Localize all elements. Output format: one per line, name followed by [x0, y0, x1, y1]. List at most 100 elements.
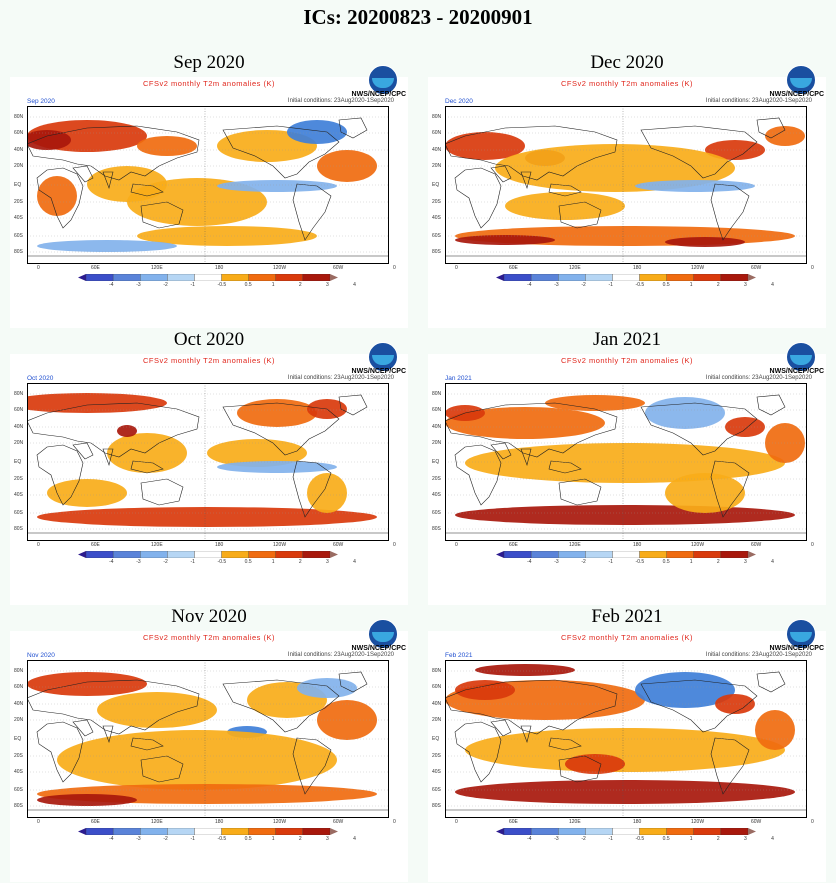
anomaly-region: [237, 399, 317, 427]
colorbar-segment: [558, 551, 586, 558]
map-title: CFSv2 monthly T2m anomalies (K): [142, 356, 276, 365]
coastline: [292, 460, 332, 518]
colorbar-tick: 2: [716, 836, 720, 842]
colorbar-low-arrow: [496, 551, 504, 558]
lon-label: 120W: [691, 542, 705, 548]
colorbar-segment: [666, 274, 694, 281]
lon-label: 60W: [333, 265, 344, 271]
lon-label: 60E: [91, 265, 100, 271]
lat-label: 40S: [432, 769, 441, 775]
colorbar-segment: [248, 828, 276, 835]
lat-label: 60N: [14, 130, 24, 136]
colorbar-segment: [85, 274, 114, 281]
lat-label: 20S: [432, 199, 441, 205]
anomaly-region: [455, 680, 515, 700]
colorbar-tick: 3: [326, 559, 329, 565]
lat-label: 20S: [14, 753, 23, 759]
coastline: [445, 679, 618, 735]
lon-label: 0: [811, 542, 814, 548]
lon-label: 60E: [509, 265, 518, 271]
lat-label: 60S: [14, 787, 23, 793]
colorbar-tick: -3: [136, 282, 141, 288]
colorbar-tick: 4: [771, 559, 774, 565]
lon-label: 60W: [751, 542, 762, 548]
noaa-logo-icon: [786, 65, 816, 95]
anomaly-map: [27, 106, 389, 264]
anomaly-region: [117, 425, 137, 437]
forecast-cell-oct: Oct 2020 CFSv2 monthly T2m anomalies (K) N…: [0, 329, 418, 606]
colorbar-segment: [140, 828, 168, 835]
coastline: [27, 255, 389, 264]
lat-label: 60N: [14, 684, 24, 690]
colorbar: [496, 274, 756, 281]
coastline: [130, 183, 164, 197]
colorbar-tick: -2: [163, 282, 168, 288]
panel-heading: Feb 2021: [591, 606, 663, 627]
panel-heading: Sep 2020: [173, 52, 245, 73]
month-tag: Dec 2020: [445, 98, 473, 105]
lat-label: 20S: [432, 476, 441, 482]
colorbar-high-arrow: [748, 828, 756, 835]
lon-labels: 0 60E 120E 180 120W 60W 0: [27, 819, 396, 827]
lon-label: 0: [811, 265, 814, 271]
colorbar-tick: 4: [771, 282, 774, 288]
coastline: [130, 460, 164, 474]
month-tag: Feb 2021: [445, 652, 473, 659]
lon-label: 0: [393, 819, 396, 825]
coastline: [140, 755, 184, 783]
lon-label: 120E: [151, 265, 163, 271]
colorbar-segment: [639, 551, 667, 558]
coastline: [640, 679, 758, 733]
coastline: [445, 255, 807, 264]
initial-conditions: Initial conditions: 23Aug2020-1Sep2020: [287, 652, 394, 658]
initial-conditions: Initial conditions: 23Aug2020-1Sep2020: [705, 375, 812, 381]
anomaly-region: [307, 473, 347, 513]
anomaly-region: [445, 132, 525, 160]
anomaly-region: [635, 180, 755, 192]
colorbar-tick: 3: [744, 836, 747, 842]
map-title: CFSv2 monthly T2m anomalies (K): [560, 633, 694, 642]
lat-label: 40N: [432, 701, 442, 707]
initial-conditions: Initial conditions: 23Aug2020-1Sep2020: [705, 98, 812, 104]
colorbar-low-arrow: [496, 828, 504, 835]
colorbar-segment: [302, 828, 331, 835]
colorbar-tick: -2: [163, 836, 168, 842]
initial-conditions: Initial conditions: 23Aug2020-1Sep2020: [287, 98, 394, 104]
colorbar-segment: [530, 828, 559, 835]
month-tag: Sep 2020: [27, 98, 55, 105]
anomaly-region: [455, 235, 555, 245]
anomaly-region: [317, 150, 377, 182]
coastline: [338, 671, 368, 693]
anomaly-map: [27, 383, 389, 541]
lat-label: 40N: [14, 701, 24, 707]
colorbar-segment: [112, 828, 141, 835]
map-panel: CFSv2 monthly T2m anomalies (K) NWS/NCEP/…: [428, 342, 826, 605]
colorbar-tick: -0.5: [635, 559, 645, 565]
panel-heading: Jan 2021: [592, 329, 662, 350]
anomaly-region: [137, 226, 317, 246]
panel-heading: Nov 2020: [171, 606, 247, 627]
anomaly-region: [217, 180, 337, 192]
colorbar-tick: 0.5: [662, 836, 670, 842]
lat-label: 40N: [14, 424, 24, 430]
coastline: [558, 478, 602, 506]
lat-label: 80N: [432, 391, 442, 397]
noaa-logo-icon: [786, 619, 816, 649]
lat-label: 80S: [432, 526, 441, 532]
lon-label: 180: [633, 542, 642, 548]
coastline: [36, 167, 84, 229]
colorbar-tick: 3: [744, 559, 747, 565]
lon-label: 120W: [273, 542, 287, 548]
colorbar-labels: -4 -3 -2 -1 -0.5 0.5 1 2 3 4: [496, 559, 774, 567]
lat-label: 80N: [14, 391, 24, 397]
colorbar-segment: [693, 828, 722, 835]
anomaly-map: [445, 106, 807, 264]
coastline: [140, 478, 184, 506]
lon-labels: 0 60E 120E 180 120W 60W 0: [27, 542, 396, 550]
colorbar-segment: [693, 551, 722, 558]
colorbar-tick: -3: [554, 282, 559, 288]
colorbar-segment: [503, 828, 532, 835]
colorbar: [496, 551, 756, 558]
coastline: [338, 117, 368, 139]
anomaly-region: [287, 120, 347, 144]
